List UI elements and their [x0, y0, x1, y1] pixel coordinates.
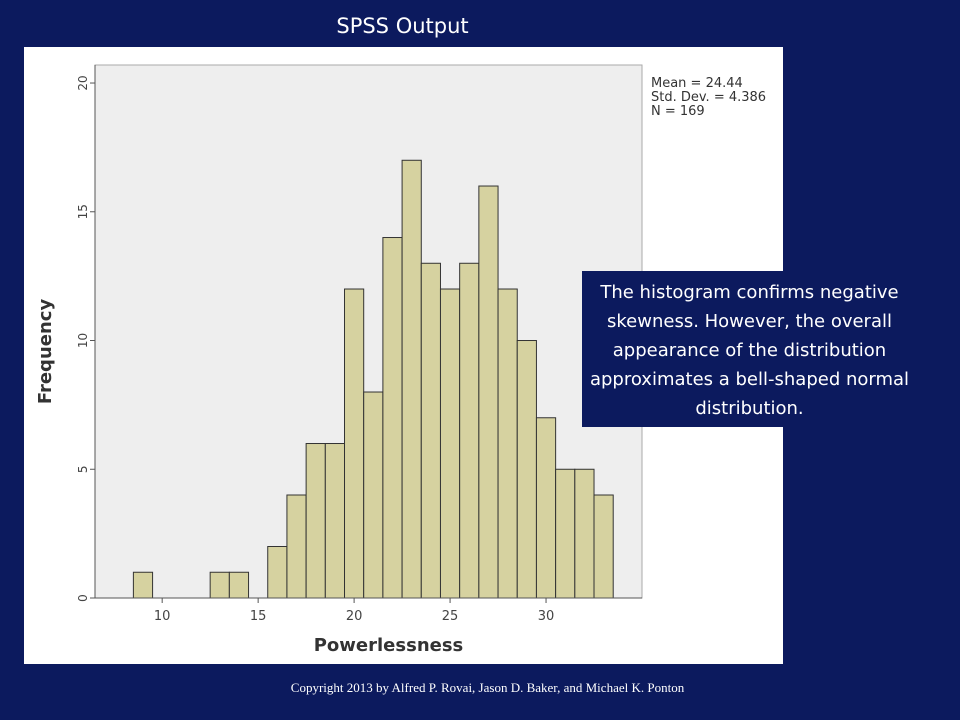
stats-legend: Mean = 24.44 Std. Dev. = 4.386 N = 169 — [651, 77, 766, 119]
y-tick-label: 5 — [76, 465, 90, 473]
histogram-bar — [267, 546, 288, 599]
x-tick-label: 30 — [538, 609, 555, 624]
histogram-bar — [382, 237, 403, 599]
x-axis-label: Powerlessness — [314, 635, 464, 656]
histogram-bar — [228, 571, 250, 599]
axes-group: 10 15 20 25 30 0 5 10 15 20 — [76, 65, 642, 624]
histogram-bar — [420, 262, 441, 599]
histogram-bar — [439, 288, 461, 599]
histogram-bar — [344, 288, 365, 599]
x-tick-label: 15 — [250, 609, 267, 624]
stats-n: N = 169 — [651, 104, 705, 119]
histogram-chart: 10 15 20 25 30 0 5 10 15 20 Powerlessness Frequen… — [35, 64, 643, 656]
histogram-bar — [286, 494, 307, 599]
histogram-bar — [516, 340, 537, 599]
x-tick-label: 25 — [442, 609, 459, 624]
copyright-footer: Copyright 2013 by Alfred P. Rovai, Jason… — [290, 680, 685, 695]
histogram-bar — [363, 391, 384, 599]
histogram-bar — [459, 262, 480, 599]
histogram-bar — [497, 288, 518, 599]
histogram-bar — [209, 571, 230, 599]
stats-mean: Mean = 24.44 — [651, 76, 743, 91]
histogram-bar — [324, 443, 346, 599]
histogram-bar — [555, 468, 576, 599]
y-tick-label: 10 — [76, 333, 90, 348]
x-tick-label: 10 — [154, 609, 171, 624]
y-tick-label: 15 — [76, 204, 90, 219]
annotation-box: The histogram confirms negative skewness… — [582, 271, 917, 427]
y-axis-label: Frequency — [35, 299, 56, 405]
stats-std-dev: Std. Dev. = 4.386 — [651, 90, 767, 105]
histogram-bar — [593, 494, 614, 599]
y-tick-label: 20 — [76, 75, 90, 90]
histogram-bar — [478, 185, 499, 599]
histogram-bar — [401, 159, 422, 599]
histogram-bar — [132, 571, 154, 599]
histogram-bar — [535, 417, 557, 599]
bars-group — [132, 159, 614, 599]
x-tick-label: 20 — [346, 609, 363, 624]
histogram-bar — [305, 443, 326, 599]
histogram-bar — [574, 468, 595, 599]
y-tick-label: 0 — [76, 594, 90, 602]
slide-title: SPSS Output — [336, 14, 469, 38]
